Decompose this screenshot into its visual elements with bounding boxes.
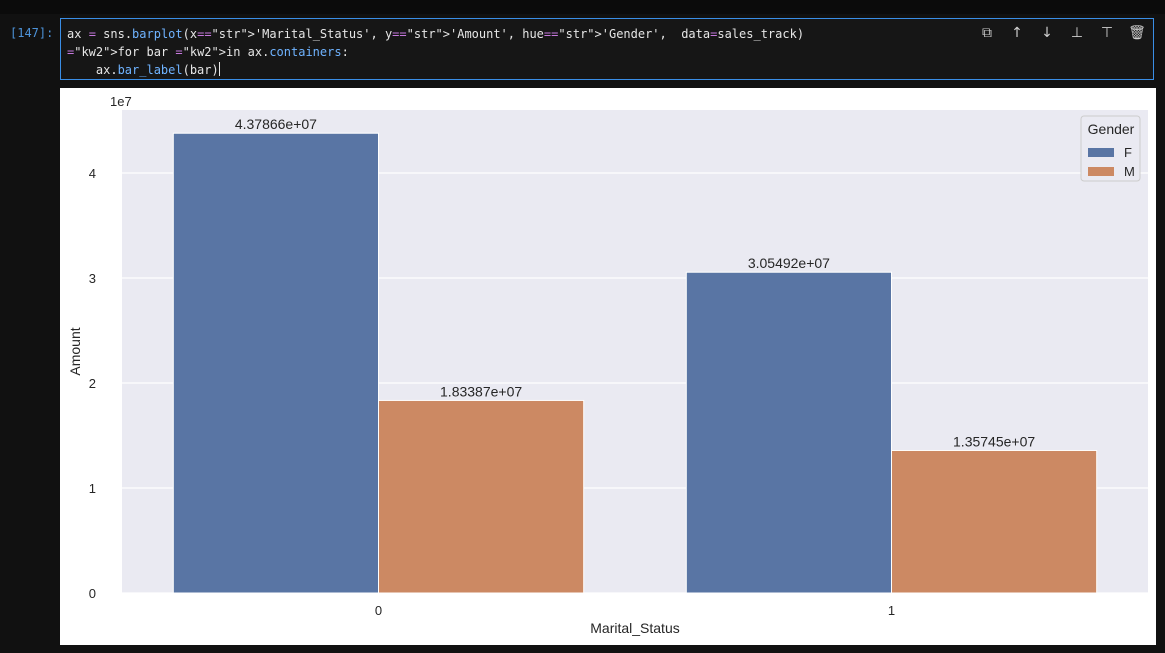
y-tick-label: 1	[89, 481, 96, 496]
bar-F-1	[685, 271, 892, 594]
bar-label: 4.37866e+07	[235, 116, 317, 132]
legend-label-M: M	[1124, 164, 1135, 179]
y-tick-label: 3	[89, 271, 96, 286]
insert-above-icon[interactable]: ⊥	[1070, 25, 1084, 41]
cell-prompt: [147]:	[10, 26, 54, 40]
y-tick-labels: 0 1 2 3 4	[89, 166, 96, 601]
x-tick-label: 0	[375, 603, 382, 618]
bar-F-0	[172, 132, 379, 594]
y-tick-label: 4	[89, 166, 96, 181]
bar-label: 1.83387e+07	[440, 383, 522, 399]
code-line-1: ax = sns.barplot(x=="str">'Marital_Statu…	[67, 27, 804, 41]
legend: Gender FM	[1080, 115, 1141, 182]
bar-M-1	[891, 449, 1098, 594]
legend-swatch-M	[1088, 167, 1114, 176]
y-offset-label: 1e7	[110, 94, 132, 109]
insert-below-icon[interactable]: ⊤	[1100, 25, 1114, 41]
legend-title: Gender	[1088, 121, 1135, 137]
code-text-3: ax.bar_label(bar)	[67, 63, 219, 77]
code-line-2: ="kw2">for bar ="kw2">in ax.containers:	[67, 45, 349, 59]
code-text-2: ="kw2">for bar ="kw2">in ax.containers:	[67, 45, 349, 59]
legend-swatch-F	[1088, 148, 1114, 157]
y-tick-label: 0	[89, 586, 96, 601]
move-down-icon[interactable]: ↓	[1041, 25, 1053, 41]
code-text-1: ax = sns.barplot(x=="str">'Marital_Statu…	[67, 27, 805, 41]
delete-icon[interactable]: 🗑	[1128, 25, 1146, 41]
bar-chart: 4.37866e+07 1.83387e+07 3.05492e+07 1.35745…	[67, 94, 1148, 636]
bar-label: 3.05492e+07	[748, 255, 830, 271]
code-editor[interactable]: ax = sns.barplot(x=="str">'Marital_Statu…	[67, 25, 804, 79]
code-cell[interactable]: ax = sns.barplot(x=="str">'Marital_Statu…	[60, 18, 1154, 80]
top-strip	[0, 0, 1165, 14]
duplicate-icon[interactable]: ⧉	[982, 25, 992, 41]
x-tick-label: 1	[888, 603, 895, 618]
cell-toolbar: ⧉ ↑ ↓ ⊥ ⊤ 🗑	[977, 23, 1147, 43]
move-up-icon[interactable]: ↑	[1011, 25, 1023, 41]
bars	[172, 132, 1098, 594]
bar-label: 1.35745e+07	[953, 433, 1035, 449]
legend-label-F: F	[1124, 145, 1132, 160]
bar-M-0	[378, 399, 585, 594]
bar-labels: 4.37866e+07 1.83387e+07 3.05492e+07 1.35745…	[235, 116, 1036, 449]
y-axis-label: Amount	[67, 327, 83, 375]
output-area: 4.37866e+07 1.83387e+07 3.05492e+07 1.35745…	[60, 88, 1156, 645]
x-axis-label: Marital_Status	[590, 620, 679, 636]
text-cursor	[218, 62, 220, 76]
y-tick-label: 2	[89, 376, 96, 391]
code-line-3: ax.bar_label(bar)	[67, 62, 220, 77]
